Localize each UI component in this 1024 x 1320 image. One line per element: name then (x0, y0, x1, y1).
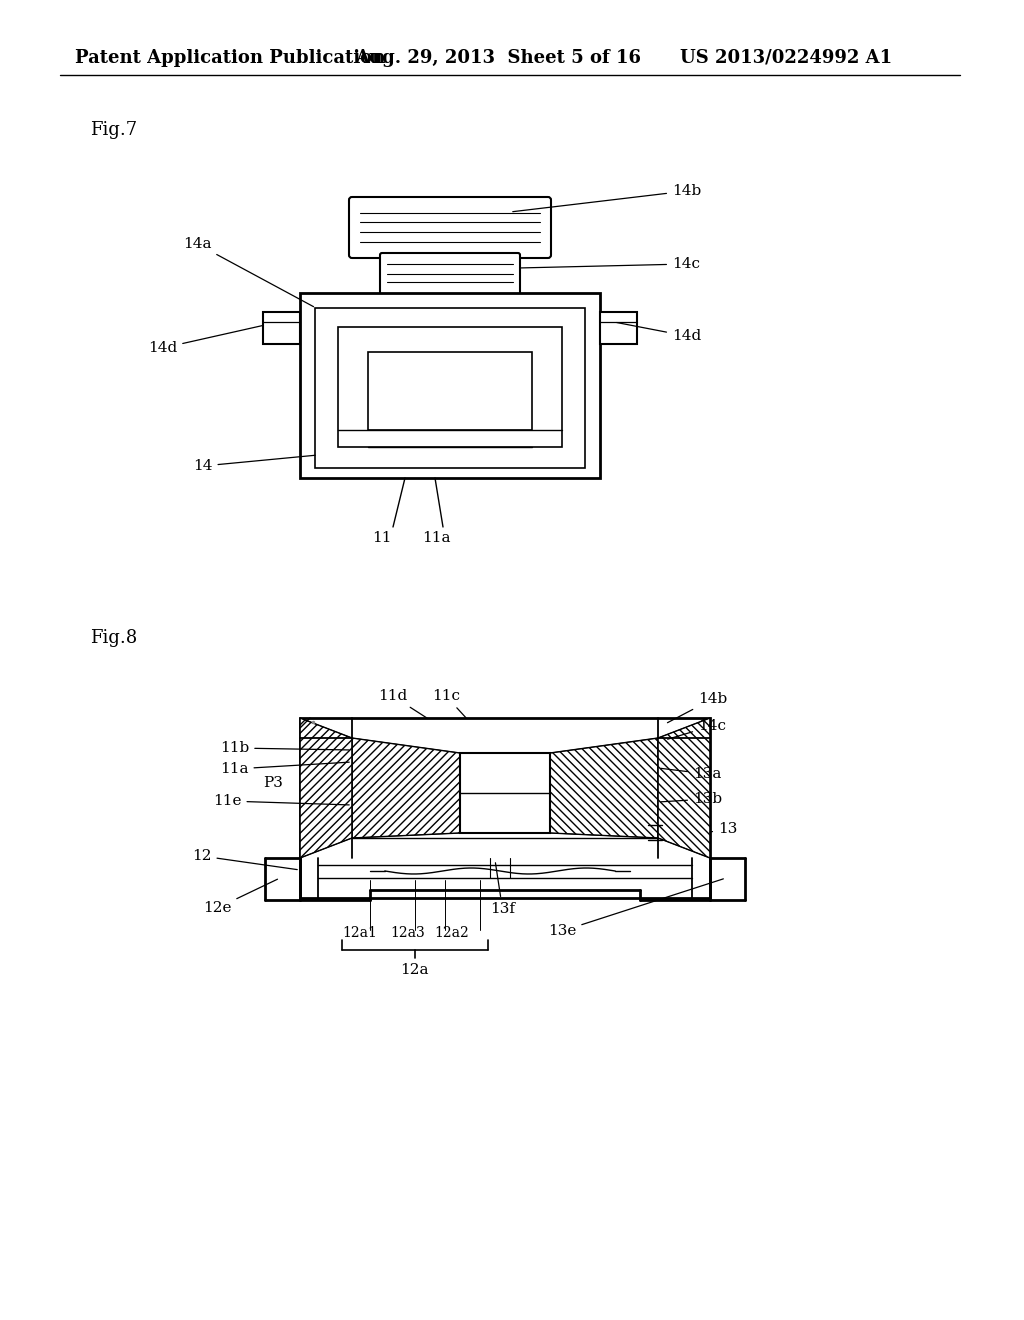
Text: Aug. 29, 2013  Sheet 5 of 16: Aug. 29, 2013 Sheet 5 of 16 (355, 49, 641, 67)
Bar (338, 327, 562, 447)
FancyBboxPatch shape (380, 253, 520, 294)
Bar (368, 352, 532, 430)
Text: 11e: 11e (213, 795, 349, 808)
Text: Patent Application Publication: Patent Application Publication (75, 49, 385, 67)
FancyBboxPatch shape (349, 197, 551, 257)
Bar (300, 718, 710, 898)
Text: 14b: 14b (668, 692, 727, 723)
Polygon shape (550, 738, 658, 838)
Text: 11a: 11a (422, 531, 451, 545)
Text: 14b: 14b (513, 183, 701, 211)
Polygon shape (300, 718, 352, 858)
Text: 14c: 14c (521, 257, 700, 271)
Text: 11d: 11d (378, 689, 428, 718)
Text: 13b: 13b (660, 792, 722, 807)
Text: P3: P3 (263, 776, 283, 789)
Polygon shape (658, 718, 710, 858)
Text: 12a2: 12a2 (434, 927, 469, 940)
Text: 14: 14 (193, 455, 315, 473)
Text: Fig.8: Fig.8 (90, 630, 137, 647)
Text: 13a: 13a (660, 767, 721, 781)
Bar (300, 293, 600, 478)
Text: 11c: 11c (432, 689, 466, 718)
Text: 11: 11 (372, 531, 391, 545)
Bar (600, 312, 637, 345)
Text: 12a3: 12a3 (390, 927, 425, 940)
Text: 12: 12 (193, 849, 297, 870)
Text: 14c: 14c (668, 719, 726, 739)
Text: 12a1: 12a1 (342, 927, 377, 940)
Text: 13: 13 (710, 822, 737, 836)
Text: 11b: 11b (220, 741, 349, 755)
Text: 12e: 12e (203, 879, 278, 915)
Bar (263, 312, 300, 345)
Text: US 2013/0224992 A1: US 2013/0224992 A1 (680, 49, 892, 67)
Text: 11a: 11a (220, 762, 349, 776)
Bar (315, 308, 585, 469)
Text: 13e: 13e (548, 879, 723, 939)
Polygon shape (352, 738, 460, 838)
Text: 13f: 13f (490, 863, 515, 916)
Bar (460, 752, 550, 833)
Text: 14d: 14d (148, 326, 262, 355)
Text: 14a: 14a (183, 238, 313, 306)
Text: 14d: 14d (616, 322, 701, 343)
Text: Fig.7: Fig.7 (90, 121, 137, 139)
Text: 12a: 12a (400, 964, 428, 977)
